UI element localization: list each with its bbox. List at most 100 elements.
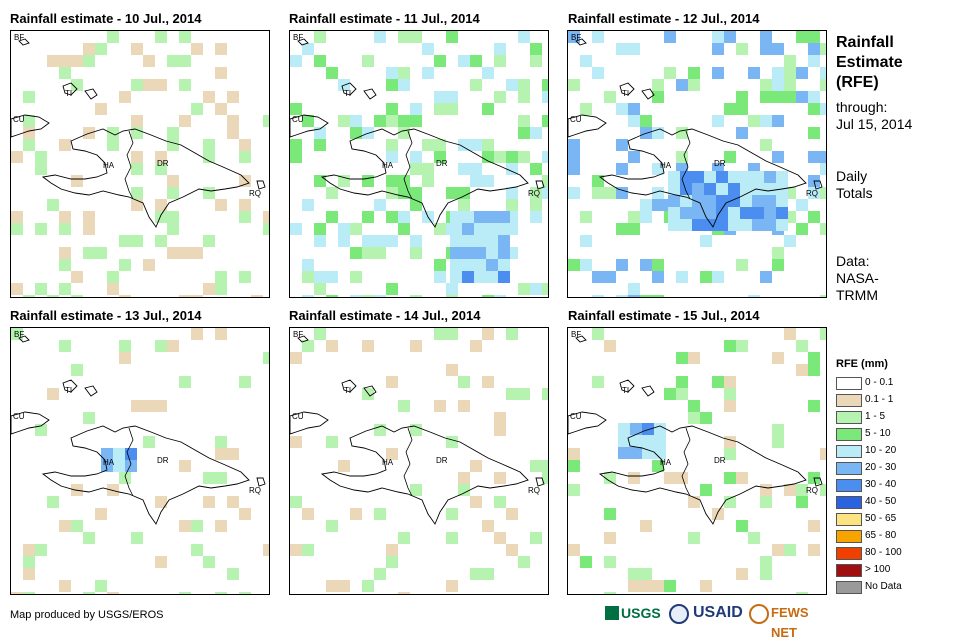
rainfall-cell	[628, 151, 640, 163]
rainfall-cell	[23, 127, 35, 139]
coastline	[297, 38, 309, 46]
rainfall-cell	[530, 163, 542, 175]
rainfall-cell	[23, 544, 35, 556]
rainfall-cell	[796, 340, 808, 352]
rainfall-cell	[760, 496, 772, 508]
rainfall-cell	[652, 580, 664, 592]
through-date: through: Jul 15, 2014	[836, 99, 913, 132]
rainfall-cell	[568, 544, 580, 556]
rainfall-cell	[23, 115, 35, 127]
rainfall-cell	[628, 472, 640, 484]
rainfall-cell	[486, 223, 498, 235]
rainfall-cell	[568, 448, 580, 460]
rainfall-cell	[700, 580, 712, 592]
rainfall-cell	[350, 127, 362, 139]
rainfall-cell	[386, 115, 398, 127]
rainfall-cell	[772, 544, 784, 556]
rainfall-cell	[652, 187, 664, 199]
rainfall-cell	[374, 424, 386, 436]
rainfall-cell	[652, 199, 664, 211]
rainfall-cell	[239, 508, 251, 520]
rainfall-cell	[784, 55, 796, 67]
rainfall-cell	[760, 91, 772, 103]
rainfall-cell	[374, 295, 386, 297]
rainfall-cell	[71, 520, 83, 532]
rainfall-cell	[422, 43, 434, 55]
rainfall-cell	[820, 484, 826, 496]
rainfall-cell	[101, 460, 113, 472]
rainfall-cell	[290, 352, 302, 364]
rainfall-cell	[704, 195, 716, 207]
panel-title-4: Rainfall estimate - 13 Jul., 2014	[10, 308, 202, 323]
rainfall-cell	[131, 127, 143, 139]
rainfall-cell	[386, 211, 398, 223]
rainfall-cell	[688, 412, 700, 424]
map-label-ha: HA	[660, 161, 672, 170]
rainfall-cell	[11, 592, 23, 594]
rainfall-cell	[808, 151, 820, 163]
rainfall-cell	[580, 556, 592, 568]
rainfall-cell	[542, 91, 548, 103]
rainfall-cell	[764, 183, 776, 195]
rainfall-cell	[362, 175, 374, 187]
rainfall-cell	[191, 295, 203, 297]
coastline	[641, 88, 655, 100]
rainfall-cell	[398, 223, 410, 235]
rainfall-cell	[604, 340, 616, 352]
rainfall-cell	[398, 400, 410, 412]
rainfall-cell	[630, 447, 642, 459]
rainfall-cell	[35, 424, 47, 436]
rainfall-cell	[203, 496, 215, 508]
rainfall-cell	[692, 171, 704, 183]
legend-swatch	[836, 496, 862, 509]
rainfall-cell	[462, 235, 474, 247]
rainfall-cell	[676, 127, 688, 139]
rainfall-cell	[167, 127, 179, 139]
rainfall-cell	[506, 388, 518, 400]
rainfall-cell	[450, 235, 462, 247]
rainfall-cell	[474, 211, 486, 223]
rainfall-cell	[604, 556, 616, 568]
rainfall-cell	[568, 259, 580, 271]
rainfall-cell	[446, 103, 458, 115]
rainfall-cell	[704, 219, 716, 231]
rainfall-cell	[668, 171, 680, 183]
map-label-rq: RQ	[249, 189, 261, 198]
rainfall-cell	[446, 436, 458, 448]
rainfall-cell	[350, 271, 362, 283]
fews-seal-icon	[749, 604, 769, 624]
rainfall-cell	[167, 211, 179, 223]
rainfall-cell	[628, 223, 640, 235]
rainfall-cell	[398, 175, 410, 187]
rainfall-cell	[215, 448, 227, 460]
rainfall-cell	[470, 340, 482, 352]
rainfall-cell	[482, 151, 494, 163]
rainfall-cell	[808, 211, 820, 223]
rainfall-cell	[215, 271, 227, 283]
rainfall-cell	[11, 223, 23, 235]
rainfall-cell	[59, 211, 71, 223]
rainfall-cell	[668, 195, 680, 207]
rainfall-cell	[410, 187, 422, 199]
rainfall-cell	[530, 43, 542, 55]
rainfall-cell	[776, 207, 788, 219]
rainfall-cell	[83, 55, 95, 67]
rainfall-cell	[302, 295, 314, 297]
rainfall-cell	[628, 43, 640, 55]
rainfall-cell	[290, 223, 302, 235]
rainfall-cell	[760, 31, 772, 43]
map-label-dr: DR	[436, 456, 448, 465]
rainfall-cell	[494, 412, 506, 424]
rainfall-cell	[71, 79, 83, 91]
rainfall-cell	[604, 472, 616, 484]
rainfall-cell	[386, 544, 398, 556]
rainfall-cell	[494, 91, 506, 103]
rainfall-cell	[434, 400, 446, 412]
rainfall-cell	[386, 175, 398, 187]
rainfall-cell	[458, 187, 470, 199]
rainfall-map-svg	[290, 31, 548, 297]
rainfall-cell	[338, 460, 350, 472]
rainfall-cell	[350, 247, 362, 259]
usaid-logo: USAID	[693, 604, 743, 621]
rainfall-cell	[796, 223, 808, 235]
